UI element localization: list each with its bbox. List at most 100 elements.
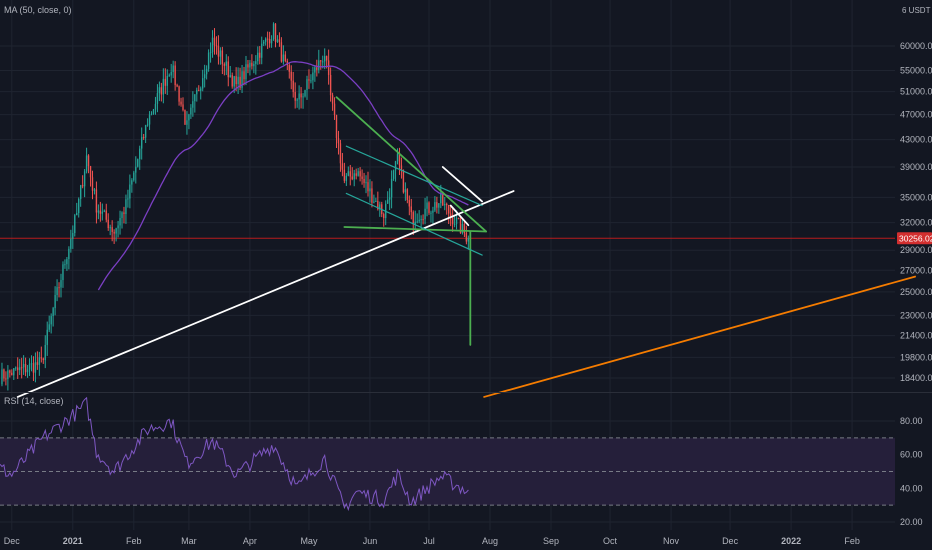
- candle-body: [131, 180, 133, 185]
- candle-body: [209, 52, 212, 54]
- candle-body: [347, 171, 350, 176]
- candle-body: [465, 232, 468, 242]
- candle-body: [294, 91, 296, 101]
- candle-body: [424, 208, 426, 220]
- candle-body: [9, 370, 11, 373]
- candle-body: [140, 137, 143, 149]
- candle-body: [325, 56, 328, 61]
- candle-body: [18, 367, 21, 371]
- candle-body: [40, 357, 43, 359]
- candle-body: [247, 64, 249, 68]
- price-axis[interactable]: 18400.00 19800.00 21400.00 23000.00 25000.00…: [897, 41, 932, 383]
- candle-body: [231, 75, 233, 87]
- candle-body: [52, 308, 54, 317]
- candle-body: [192, 101, 194, 108]
- candle-body: [373, 201, 375, 203]
- candle-body: [24, 364, 27, 373]
- candle-body: [87, 155, 90, 167]
- candle-body: [243, 71, 245, 80]
- green-support-line: [343, 226, 487, 233]
- candle-body: [274, 23, 277, 42]
- candle-body: [194, 94, 196, 102]
- candle-body: [107, 219, 109, 229]
- candle-body: [292, 80, 294, 92]
- candle-body: [280, 42, 283, 62]
- price-tick-label: 43000.00: [900, 135, 932, 145]
- candle-body: [105, 210, 107, 220]
- candle-body: [217, 45, 220, 57]
- price-tick-label: 18400.00: [900, 373, 932, 383]
- candle-body: [268, 38, 271, 44]
- candle-body: [296, 99, 298, 101]
- price-tick-label: 47000.00: [900, 110, 932, 120]
- candle-body: [178, 86, 180, 102]
- candle-body: [205, 68, 208, 75]
- candle-body: [310, 80, 312, 82]
- candle-body: [119, 218, 121, 226]
- price-tick-label: 32000.00: [900, 218, 932, 228]
- candle-body: [365, 182, 367, 184]
- candle-body: [164, 78, 166, 86]
- candle-body: [79, 185, 82, 199]
- drawings[interactable]: [16, 96, 916, 398]
- candle-body: [353, 173, 355, 180]
- candle-body: [144, 125, 147, 138]
- rsi-legend[interactable]: RSI (14, close): [4, 396, 64, 406]
- rsi-axis[interactable]: 20.00 40.00 60.00 80.00: [900, 416, 923, 527]
- candle-body: [111, 227, 113, 232]
- candle-body: [95, 189, 98, 213]
- price-tick-label: 60000.00: [900, 41, 932, 51]
- candle-body: [259, 52, 261, 58]
- candle-body: [137, 159, 139, 167]
- candle-body: [451, 215, 454, 225]
- candle-body: [97, 210, 100, 213]
- candle-body: [377, 200, 379, 210]
- candle-body: [276, 39, 279, 42]
- currency-label: 6 USDT: [902, 6, 931, 15]
- candle-body: [438, 203, 440, 208]
- candle-body: [64, 264, 66, 266]
- rsi-band: [0, 437, 895, 506]
- price-tick-label: 21400.00: [900, 331, 932, 341]
- candle-body: [237, 76, 239, 85]
- ma-line: [97, 61, 469, 291]
- candle-body: [261, 43, 263, 58]
- candle-body: [408, 199, 411, 207]
- candle-body: [369, 188, 371, 192]
- candle-body: [91, 177, 94, 191]
- candle-body: [15, 367, 17, 369]
- candle-body: [190, 107, 192, 115]
- time-axis[interactable]: Dec 2021 Feb Mar Apr May Jun Jul Aug Sep Oct Nov Dec…: [4, 536, 860, 546]
- candle-body: [221, 50, 224, 65]
- green-upper-line: [335, 96, 487, 233]
- candle-body: [215, 45, 218, 47]
- candle-body: [211, 37, 214, 53]
- orange-line: [483, 275, 916, 398]
- last-price-label: 30256.02: [899, 233, 932, 243]
- candle-body: [249, 62, 251, 68]
- candle-body: [184, 110, 186, 125]
- ma-legend[interactable]: MA (50, close, 0): [4, 5, 72, 15]
- candle-body: [361, 176, 363, 179]
- candle-body: [225, 61, 227, 66]
- time-tick-label: 2021: [63, 536, 83, 546]
- candle-body: [351, 176, 353, 180]
- candle-body: [402, 169, 405, 193]
- candle-body: [58, 287, 60, 289]
- candle-body: [115, 228, 117, 234]
- candle-body: [239, 76, 241, 88]
- candle-body: [50, 316, 52, 325]
- candle-body: [133, 172, 135, 181]
- candle-body: [123, 212, 125, 215]
- price-tick-label: 25000.00: [900, 287, 932, 297]
- candle-body: [170, 71, 172, 76]
- candle-body: [436, 202, 438, 208]
- candle-body: [135, 166, 137, 173]
- candle-body: [418, 219, 420, 222]
- candle-body: [72, 233, 74, 239]
- candle-body: [255, 61, 257, 64]
- candle-body: [46, 329, 48, 345]
- candle-body: [444, 204, 446, 206]
- price-tick-label: 35000.00: [900, 192, 932, 202]
